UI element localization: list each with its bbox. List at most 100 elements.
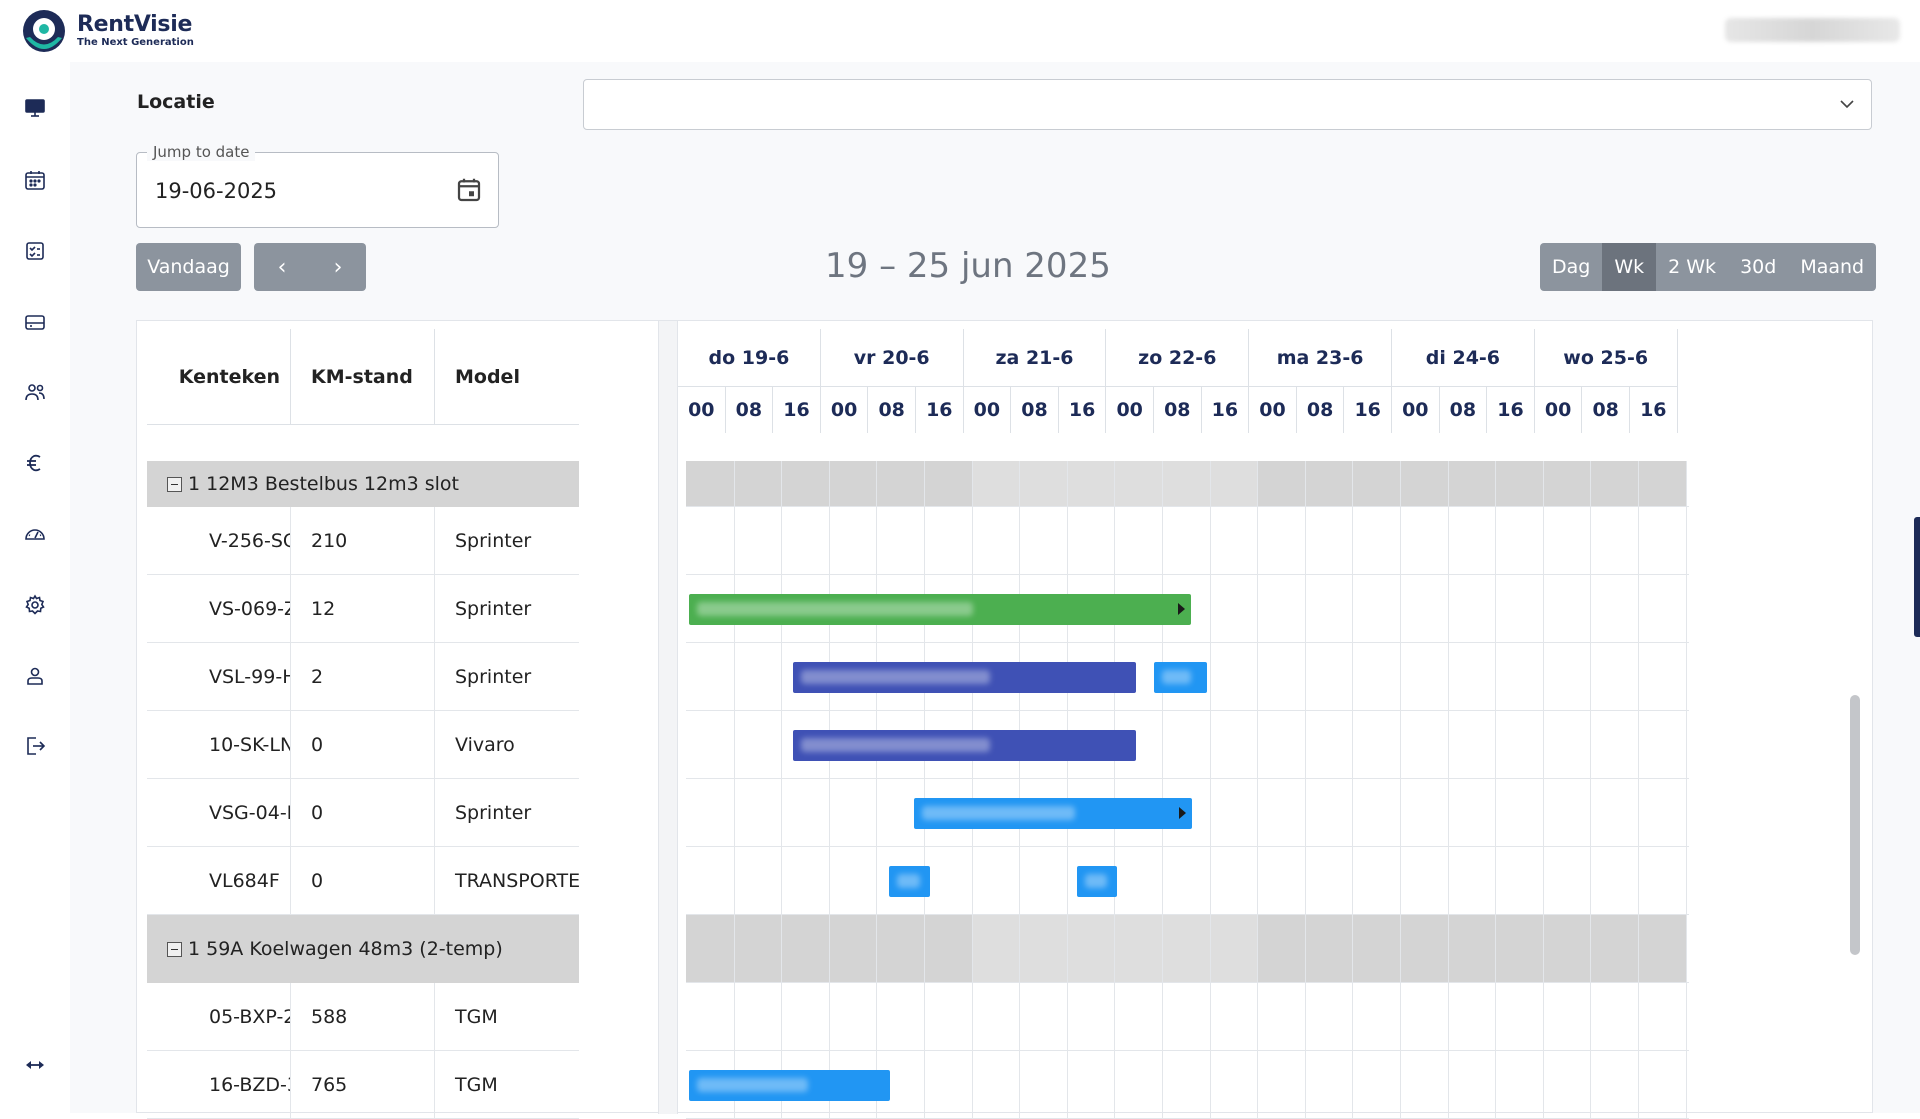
booking-label-blurred [896,873,920,888]
grid-line [733,779,735,846]
grid-line [1019,1051,1021,1118]
table-row[interactable]: 05-BXP-2 588 TGM [137,983,1874,1051]
view-30d-button[interactable]: 30d [1740,256,1777,278]
grid-line [971,983,973,1050]
grid-line [828,507,830,574]
grid-line [924,461,925,506]
plate-cell: 05-BXP-2 [147,983,291,1050]
booking-bar[interactable] [1077,865,1118,897]
group-row[interactable]: 1 59A Koelwagen 48m3 (2-temp) [137,915,1874,983]
timeline-day-header: zo 22-6 [1106,329,1250,386]
model-cell: TGM [455,1005,498,1028]
view-week-button[interactable]: Wk [1602,243,1657,291]
vertical-scrollbar[interactable] [1850,695,1860,955]
expand-arrows-icon[interactable] [22,1052,48,1078]
booking-bar[interactable] [793,661,1136,693]
speedometer-icon[interactable] [22,521,48,547]
logout-icon[interactable] [22,733,48,759]
grid-line [1114,983,1116,1050]
scheduler-rows: 1 12M3 Bestelbus 12m3 slot V-256-SG 210 Spr… [137,461,1874,1119]
booking-bar[interactable] [688,1069,891,1101]
logo[interactable]: RentVisie The Next Generation [20,8,194,54]
today-button[interactable]: Vandaag [136,243,241,291]
collapse-icon[interactable] [167,941,182,957]
timeline-lane[interactable] [686,915,1689,983]
calendar-icon[interactable] [22,167,48,193]
grid-line [1019,507,1021,574]
view-month-button[interactable]: Maand [1800,256,1865,278]
grid-line [781,507,783,574]
timeline-hour-header: 00 [1249,386,1297,433]
timeline-hour-header: 16 [1487,386,1535,433]
booking-bar[interactable] [888,865,931,897]
gear-icon[interactable] [22,592,48,618]
grid-line [1495,847,1497,914]
model-cell: TRANSPORTER [455,869,579,892]
column-header-model[interactable]: Model [455,366,520,388]
group-day-shade [828,461,972,506]
sidebar [0,62,70,1113]
grid-line [1066,461,1068,506]
timeline-day-header: za 21-6 [964,329,1107,386]
view-2week-button[interactable]: 2 Wk [1668,256,1717,278]
jump-to-date-field[interactable]: Jump to date 19-06-2025 [136,143,499,228]
booking-bar[interactable] [1154,661,1208,693]
column-header-kenteken[interactable]: Kenteken [147,329,291,425]
booking-bar[interactable] [688,593,1192,625]
grid-line [1495,1051,1497,1118]
jump-to-date-value[interactable]: 19-06-2025 [155,179,278,203]
group-label: 1 59A Koelwagen 48m3 (2-temp) [188,938,503,960]
table-row[interactable]: VSL-99-H 2 Sprinter [137,643,1874,711]
collapse-icon[interactable] [167,476,182,492]
timeline-lane[interactable] [686,507,1689,575]
inbox-icon[interactable] [22,309,48,335]
group-header[interactable]: 1 12M3 Bestelbus 12m3 slot [147,461,579,507]
booking-bar[interactable] [914,797,1192,829]
booking-bar[interactable] [793,729,1136,761]
grid-line [1352,1051,1354,1118]
timeline-lane[interactable] [686,461,1689,507]
jump-to-date-label: Jump to date [147,143,256,161]
grid-line [1114,915,1116,982]
table-row[interactable]: VS-069-Z 12 Sprinter [137,575,1874,643]
column-header-km-stand[interactable]: KM-stand [291,329,435,425]
timeline-hour-header: 08 [1582,386,1630,433]
group-day-shade [1400,915,1543,982]
km-cell: 0 [291,779,435,846]
location-select[interactable] [583,79,1872,130]
euro-icon[interactable] [22,450,48,476]
grid-line [1066,507,1068,574]
grid-line [1447,915,1449,982]
grid-line [1352,507,1354,574]
group-header[interactable]: 1 59A Koelwagen 48m3 (2-temp) [147,915,579,983]
pane-splitter[interactable] [658,321,678,1114]
group-day-shade [1542,915,1686,982]
grid-line [1304,507,1306,574]
next-button[interactable]: › [333,254,343,280]
timeline-lane[interactable] [686,847,1689,915]
grid-line [1685,983,1687,1050]
checklist-icon[interactable] [22,238,48,264]
view-day-button[interactable]: Dag [1552,256,1591,278]
prev-button[interactable]: ‹ [277,254,287,280]
monitor-icon[interactable] [22,95,48,121]
plate-cell: VSG-04-I [147,779,291,846]
table-row[interactable]: V-256-SG 210 Sprinter [137,507,1874,575]
table-row[interactable]: 16-BZD-3 765 TGM [137,1051,1874,1119]
grid-line [1638,1051,1639,1118]
group-row[interactable]: 1 12M3 Bestelbus 12m3 slot [137,461,1874,507]
user-location-blurred[interactable] [1725,18,1900,42]
group-day-shade [686,461,829,506]
timeline-lane[interactable] [686,983,1689,1051]
grid-line [971,507,973,574]
calendar-picker-icon[interactable] [454,175,484,205]
user-icon[interactable] [22,663,48,689]
grid-line [1685,1051,1687,1118]
side-panel-tab[interactable] [1914,517,1920,637]
grid-line [733,983,735,1050]
model-cell: Sprinter [455,801,532,824]
users-icon[interactable] [22,379,48,405]
resource-cells: VS-069-Z 12 Sprinter [147,575,579,643]
grid-line [924,983,925,1050]
